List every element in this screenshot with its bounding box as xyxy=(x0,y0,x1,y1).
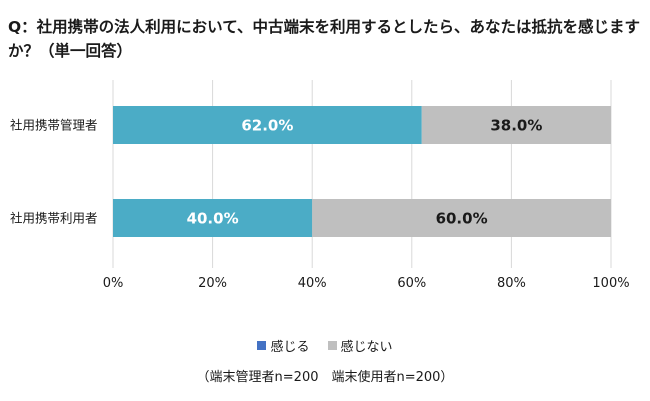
x-tick-label: 20% xyxy=(198,276,227,291)
x-tick-label: 100% xyxy=(592,276,629,291)
stacked-bar-chart: 0% 20% 40% 60% 80% 100% 62.0% 38.0% 社用携帯管理者 40.0%… xyxy=(10,80,630,291)
bar-segment xyxy=(113,199,313,237)
data-label: 62.0% xyxy=(241,117,293,135)
data-label: 40.0% xyxy=(187,210,239,228)
sample-size-note: （端末管理者n=200 端末使用者n=200） xyxy=(196,370,454,385)
data-label: 38.0% xyxy=(490,117,542,135)
legend-label-agree: 感じる xyxy=(270,340,310,355)
chart-title: Q：社用携帯の法人利用において、中古端末を利用するとしたら、あなたは抵抗を感じま… xyxy=(8,18,640,60)
legend-item-disagree: 感じない xyxy=(327,336,393,355)
bar-segment xyxy=(312,199,611,237)
legend-label-disagree: 感じない xyxy=(340,340,393,355)
data-label: 60.0% xyxy=(436,210,488,228)
x-tick-label: 0% xyxy=(103,276,124,291)
bar-segment xyxy=(113,106,422,144)
legend-swatch-agree xyxy=(257,341,267,350)
bar-segment xyxy=(421,106,611,144)
x-tick-label: 60% xyxy=(397,276,426,291)
x-tick-label: 80% xyxy=(497,276,526,291)
legend: 感じる 感じない xyxy=(0,336,650,355)
x-tick-label: 40% xyxy=(298,276,327,291)
category-label: 社用携帯管理者 xyxy=(10,118,98,133)
category-label: 社用携帯利用者 xyxy=(10,211,98,226)
legend-item-agree: 感じる xyxy=(257,336,310,355)
legend-swatch-disagree xyxy=(327,341,337,350)
